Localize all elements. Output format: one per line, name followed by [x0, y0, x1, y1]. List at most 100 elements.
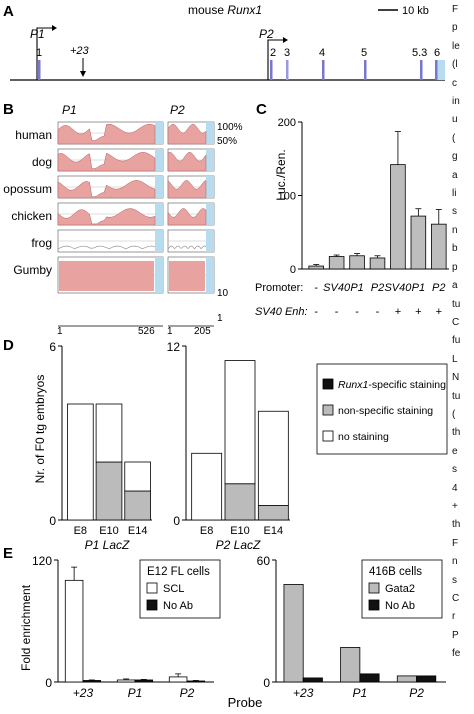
e-bar	[359, 673, 380, 683]
c-enhancer-cell: +	[436, 306, 442, 318]
caption-line: u	[452, 114, 458, 126]
d-tick-label: 0	[173, 514, 180, 528]
e-legend-swatch	[146, 582, 158, 594]
vista-utr	[206, 203, 214, 225]
c-enhancer-cell: -	[314, 306, 318, 318]
legend-nonspecific-swatch	[322, 404, 334, 416]
vista-conservation	[167, 208, 207, 226]
e-bar	[82, 680, 102, 683]
caption-line: C	[452, 316, 460, 328]
e-legend-title: 416B cells	[369, 566, 422, 578]
caption-line: n	[452, 224, 458, 236]
d-legend	[316, 363, 448, 455]
vista-utr	[206, 257, 214, 293]
caption-line: P	[452, 629, 459, 641]
legend-specific-label: Runx1-specific staining	[338, 379, 446, 391]
caption-line: r	[452, 611, 456, 623]
e-legend-label: No Ab	[385, 600, 415, 612]
d-bar-segment	[257, 410, 289, 506]
c-bar	[369, 257, 386, 270]
d-tick-label: 0	[49, 514, 56, 528]
d-xlabel-name: P1	[85, 538, 100, 552]
e-legend-label: Gata2	[385, 583, 415, 595]
b-gumby-axis: 10	[217, 288, 229, 299]
c-bar	[410, 215, 427, 270]
vista-conservation	[57, 208, 156, 226]
d-category-label: E10	[230, 525, 250, 537]
e-tick-label: 60	[257, 554, 271, 568]
gumby-block	[59, 261, 154, 291]
e-category-label: P2	[180, 686, 195, 700]
e-tick-label: 0	[45, 676, 52, 690]
exon-3-label: 3	[284, 47, 290, 59]
vista-utr	[155, 203, 163, 225]
exon-2-label: 2	[270, 47, 276, 59]
vista-utr	[155, 149, 163, 171]
b-p2-end: 205	[194, 326, 211, 337]
e-bar	[134, 679, 154, 683]
e-bar	[396, 675, 417, 683]
exon-1-label: 1	[36, 47, 42, 59]
d-bar-segment	[95, 461, 123, 521]
e-xlabel: Probe	[228, 695, 263, 710]
exon-5-3	[420, 60, 423, 80]
c-promoter-cell: P2	[371, 282, 384, 294]
d-bar-segment	[67, 403, 94, 521]
vista-utr	[206, 230, 214, 252]
c-promoter-cell: SV40	[323, 282, 351, 294]
d-category-label: E8	[74, 525, 87, 537]
d-category-label: E14	[264, 525, 284, 537]
b-p2-start: 1	[167, 326, 173, 337]
species-label: dog	[32, 155, 52, 169]
c-bar	[328, 256, 345, 270]
caption-line: e	[452, 445, 458, 457]
caption-line: p	[452, 261, 458, 273]
b-axis-50: 50%	[217, 136, 237, 147]
c-enhancer-cell: +	[415, 306, 421, 318]
c-promoter-cell: P1	[350, 282, 363, 294]
c-enhancer-cell: -	[335, 306, 339, 318]
scale-bar-label: 10 kb	[402, 5, 429, 17]
caption-line: tu	[452, 298, 461, 310]
e-category-label: P2	[409, 686, 424, 700]
c-bar	[349, 255, 365, 270]
e-legend-swatch	[146, 599, 158, 611]
d-xlabel: P2 LacZ	[216, 538, 261, 552]
vista-conservation	[167, 180, 207, 199]
c-tick-label: 0	[290, 264, 296, 276]
c-bar	[308, 265, 324, 270]
vista-utr	[206, 149, 214, 171]
p2-label: P2	[259, 27, 274, 41]
caption-line: p	[452, 22, 458, 34]
p1-promoter-arrow	[36, 27, 52, 80]
e-legend-title: E12 FL cells	[147, 566, 210, 578]
exon-4-label: 4	[319, 47, 325, 59]
caption-line: 4	[452, 482, 458, 494]
e-category-label: +23	[73, 686, 94, 700]
b-gumby-axis-low: 1	[217, 313, 223, 324]
e-bar	[64, 579, 84, 683]
vista-conservation	[57, 152, 156, 172]
e-tick-label: 0	[263, 676, 270, 690]
p2-arrowhead	[283, 37, 288, 43]
d-tick-label: 12	[167, 340, 181, 354]
d-xlabel: P1 LacZ	[85, 538, 130, 552]
caption-line: C	[452, 593, 460, 604]
panel-a-label: A	[3, 3, 14, 20]
figure: A mouse Runx1 10 kb P1 P2 +23 1 2 3 4 5 …	[3, 3, 449, 710]
caption-line: th	[452, 519, 461, 531]
e-legend-swatch	[368, 599, 380, 611]
e-legend-label: SCL	[163, 583, 184, 595]
caption-line: tu	[452, 390, 461, 402]
panel-a: A mouse Runx1 10 kb P1 P2 +23 1 2 3 4 5 …	[3, 3, 445, 81]
d-tick-label: 6	[49, 340, 56, 354]
panel-d-label: D	[3, 337, 14, 354]
exon-6-utr	[435, 60, 445, 80]
legend-specific-swatch	[322, 378, 334, 390]
vista-conservation	[57, 180, 156, 199]
d-bar-segment	[224, 483, 256, 521]
e-bar	[186, 680, 206, 683]
panel-b-label: B	[3, 101, 14, 118]
d-category-label: E8	[200, 525, 213, 537]
caption-line: (	[452, 408, 456, 420]
